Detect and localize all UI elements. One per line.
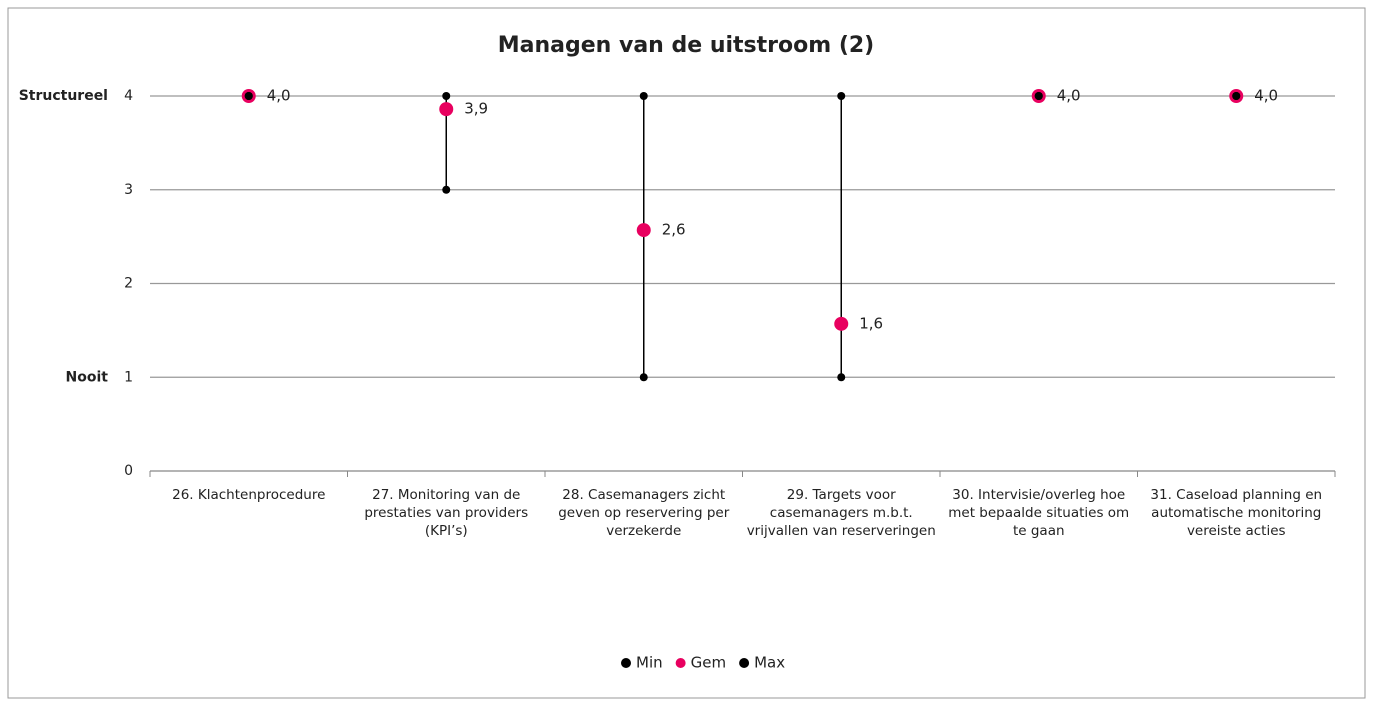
max-dot — [639, 92, 648, 100]
max-dot — [837, 92, 846, 100]
max-dot — [244, 92, 253, 100]
legend-marker — [675, 658, 686, 668]
x-tick-label: 28. Casemanagers zicht geven op reserver… — [558, 487, 730, 539]
max-dot — [442, 92, 451, 100]
data-label: 2,6 — [662, 221, 686, 239]
min-dot — [837, 373, 846, 382]
data-label: 4,0 — [1057, 87, 1081, 105]
y-tick-label: 1 — [124, 369, 133, 385]
y-tick-label: 0 — [124, 463, 133, 479]
y-tick-label: 3 — [124, 182, 133, 198]
chart-title: Managen van de uitstroom (2) — [498, 33, 874, 58]
min-dot — [442, 185, 451, 194]
max-dot — [1232, 92, 1241, 100]
legend-label: Min — [636, 654, 663, 672]
gem-dot — [439, 102, 454, 117]
max-dot — [1034, 92, 1043, 100]
legend-marker — [739, 658, 750, 668]
chart-border — [7, 7, 1366, 699]
data-label: 4,0 — [267, 87, 291, 105]
x-tick-label: 29. Targets voor casemanagers m.b.t. vri… — [746, 487, 936, 539]
x-tick-label: 26. Klachtenprocedure — [172, 487, 326, 503]
x-tick-label: 31. Caseload planning en automatische mo… — [1150, 487, 1323, 539]
x-tick-label: 27. Monitoring van de prestaties van pro… — [364, 487, 529, 539]
y-annotation: Nooit — [66, 369, 109, 385]
data-label: 1,6 — [859, 314, 883, 332]
min-dot — [639, 373, 648, 382]
gem-dot — [834, 316, 849, 331]
data-label: 4,0 — [1254, 87, 1278, 105]
legend-marker — [621, 658, 631, 668]
legend-label: Gem — [691, 654, 726, 672]
y-tick-label: 4 — [124, 88, 133, 104]
x-tick-label: 30. Intervisie/overleg hoe met bepaalde … — [948, 487, 1130, 539]
y-tick-label: 2 — [124, 276, 133, 292]
data-label: 3,9 — [464, 100, 488, 118]
gem-dot — [636, 223, 651, 238]
legend-label: Max — [754, 654, 785, 672]
y-annotation: Structureel — [19, 88, 108, 104]
